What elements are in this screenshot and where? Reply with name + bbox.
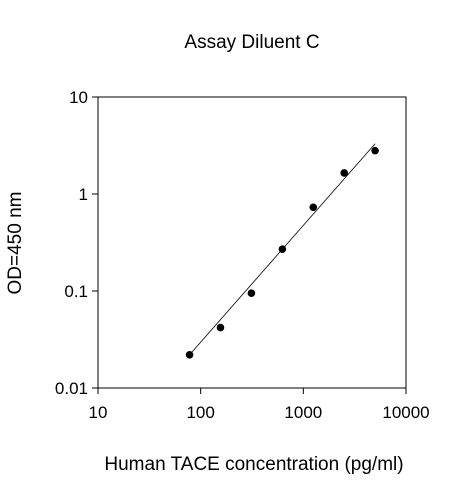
y-tick-label: 1 <box>79 185 88 204</box>
data-point <box>278 245 287 253</box>
data-point <box>216 323 225 332</box>
y-axis-ticks: 0.01 0.1 1 10 <box>55 88 98 398</box>
y-tick-label: 0.1 <box>64 282 88 301</box>
x-tick-label: 1000 <box>284 403 322 422</box>
y-axis-label: OD=450 nm <box>5 192 26 295</box>
x-tick-label: 100 <box>186 403 214 422</box>
plot-frame <box>97 96 407 389</box>
data-point <box>309 203 318 212</box>
data-point <box>185 350 194 359</box>
data-point <box>371 146 379 155</box>
data-points <box>185 146 379 359</box>
x-tick-label: 10 <box>89 403 108 422</box>
x-axis-label: Human TACE concentration (pg/ml) <box>104 454 403 475</box>
chart-title: Assay Diluent C <box>184 32 319 53</box>
y-tick-label: 10 <box>69 88 88 107</box>
y-tick-label: 0.01 <box>55 379 88 398</box>
data-point <box>247 289 256 297</box>
x-axis-ticks: 10 100 1000 10000 <box>89 388 430 422</box>
x-tick-label: 10000 <box>382 403 429 422</box>
data-point <box>340 169 348 177</box>
